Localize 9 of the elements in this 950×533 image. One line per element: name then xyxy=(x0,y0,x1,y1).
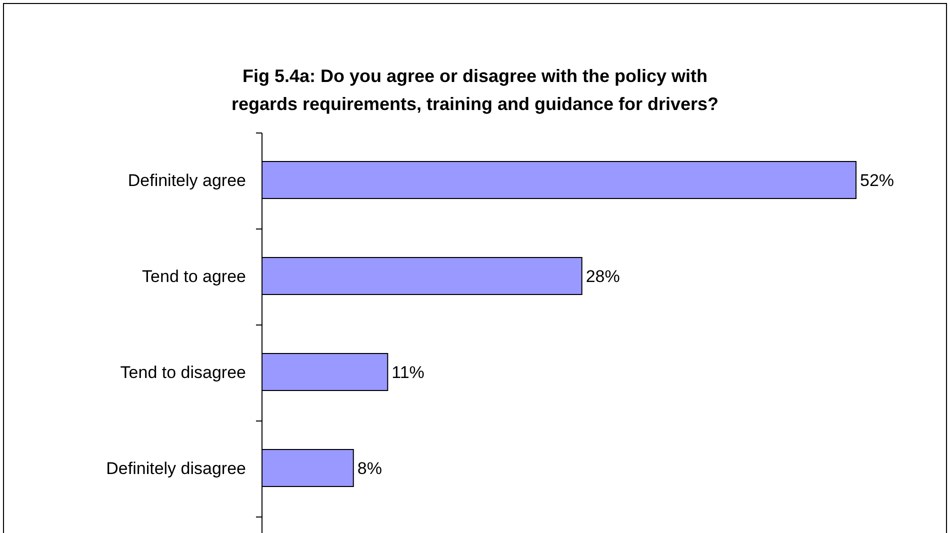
y-tick-label: Tend to disagree xyxy=(120,362,246,382)
chart-title: Fig 5.4a: Do you agree or disagree with the policy with regards requirements, training and guidance for drivers? xyxy=(231,66,719,114)
data-label: 11% xyxy=(392,362,424,382)
y-tick-label: Tend to agree xyxy=(142,266,246,286)
data-label: 8% xyxy=(357,458,382,478)
data-label: 28% xyxy=(586,266,620,286)
y-tick-label: Definitely agree xyxy=(128,170,246,190)
data-label: 52% xyxy=(860,170,894,190)
y-tick-label: Definitely disagree xyxy=(106,458,246,478)
